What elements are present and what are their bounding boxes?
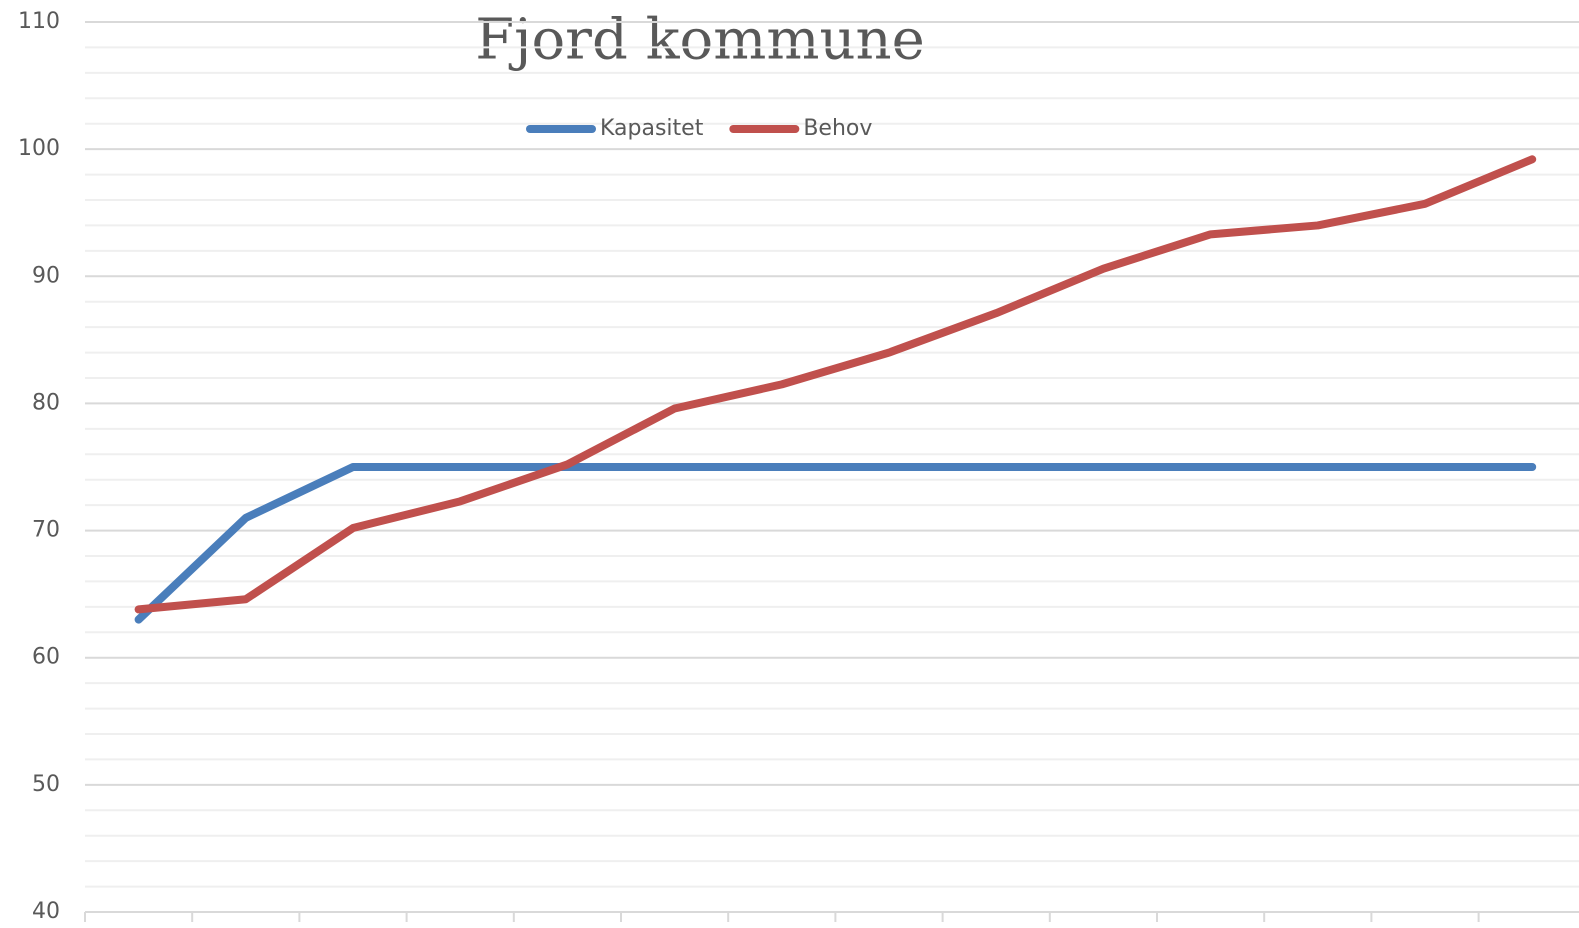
legend-label: Behov xyxy=(803,116,872,141)
y-tick-label: 50 xyxy=(32,772,60,797)
legend-label: Kapasitet xyxy=(600,116,704,141)
y-tick-label: 40 xyxy=(32,899,60,924)
y-tick-label: 60 xyxy=(32,645,60,670)
series-line xyxy=(134,463,1537,624)
y-tick-label: 80 xyxy=(32,390,60,415)
y-tick-label: 100 xyxy=(18,136,60,161)
series-line xyxy=(134,155,1537,614)
y-tick-label: 90 xyxy=(32,263,60,288)
y-tick-label: 70 xyxy=(32,518,60,543)
chart-title: Fjord kommune xyxy=(475,8,924,73)
y-tick-label: 110 xyxy=(18,9,60,34)
